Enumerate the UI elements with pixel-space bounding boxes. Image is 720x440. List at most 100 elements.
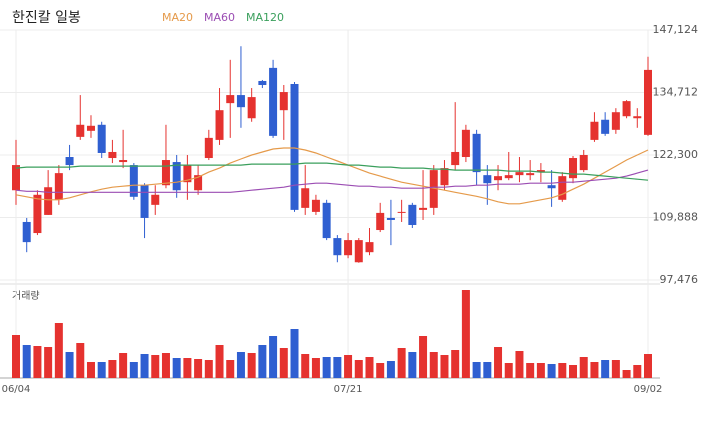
volume-bar bbox=[151, 355, 160, 378]
volume-label: 거래량 bbox=[12, 290, 40, 302]
candle-body bbox=[97, 124, 106, 153]
x-tick-label: 07/21 bbox=[334, 384, 363, 395]
candle-body bbox=[483, 175, 492, 184]
candle-body bbox=[119, 160, 128, 163]
candle-body bbox=[12, 165, 20, 191]
volume-bar bbox=[119, 353, 128, 378]
legend-label: MA20 bbox=[162, 11, 193, 24]
candle-body bbox=[301, 188, 310, 208]
chart-title: 한진칼 일봉 bbox=[12, 10, 81, 26]
volume-bar bbox=[65, 352, 74, 378]
volume-bar bbox=[494, 347, 503, 378]
candle-body bbox=[611, 112, 620, 130]
volume-bar bbox=[526, 363, 535, 378]
volume-bar bbox=[461, 290, 470, 378]
candle-body bbox=[354, 240, 363, 263]
volume-bar bbox=[194, 359, 203, 378]
candle-body bbox=[569, 158, 578, 179]
volume-bar bbox=[54, 323, 63, 378]
y-tick-label: 109,888 bbox=[653, 211, 699, 224]
volume-bar bbox=[247, 353, 256, 378]
candle-body bbox=[494, 176, 503, 181]
volume-bar bbox=[258, 345, 267, 378]
candle-body bbox=[86, 125, 95, 131]
volume-bar bbox=[129, 362, 138, 378]
volume-bar bbox=[76, 343, 85, 378]
volume-bar bbox=[301, 354, 310, 378]
candle-body bbox=[269, 67, 278, 136]
volume-bar bbox=[33, 346, 42, 378]
x-tick-label: 09/02 bbox=[634, 384, 663, 395]
candle-body bbox=[526, 173, 535, 176]
volume-bar bbox=[322, 357, 331, 378]
ma-line bbox=[15, 169, 649, 193]
candle-body bbox=[333, 238, 342, 256]
volume-bar bbox=[365, 357, 374, 378]
candle-body bbox=[515, 172, 524, 176]
candle-body bbox=[547, 185, 556, 189]
volume-bar bbox=[269, 336, 278, 378]
volume-bar bbox=[333, 357, 342, 378]
candle-body bbox=[247, 97, 256, 119]
y-tick-label: 97,476 bbox=[660, 273, 699, 286]
volume-bar bbox=[376, 363, 385, 378]
volume-bar bbox=[451, 350, 460, 378]
ma-line bbox=[15, 162, 649, 181]
volume-bar bbox=[515, 351, 524, 378]
candle-body bbox=[461, 129, 470, 158]
volume-bar bbox=[290, 329, 299, 378]
volume-bar bbox=[601, 360, 610, 378]
volume-bar bbox=[644, 354, 652, 378]
candle-body bbox=[290, 84, 299, 210]
candle-body bbox=[258, 80, 267, 86]
volume-bar bbox=[97, 362, 106, 378]
candle-body bbox=[151, 194, 160, 205]
volume-bar bbox=[429, 352, 438, 378]
volume-bar bbox=[140, 354, 149, 378]
candle-body bbox=[429, 170, 438, 208]
candle-body bbox=[226, 95, 235, 104]
volume-bar bbox=[536, 363, 545, 378]
volume-bar bbox=[483, 362, 492, 378]
candle-body bbox=[161, 160, 170, 186]
volume-bar bbox=[590, 362, 599, 378]
candle-body bbox=[194, 175, 203, 191]
candle-body bbox=[204, 137, 213, 159]
candle-body bbox=[536, 170, 545, 173]
candle-body bbox=[215, 110, 224, 140]
candle-body bbox=[22, 221, 31, 243]
candle-body bbox=[54, 173, 63, 200]
candle-body bbox=[108, 151, 117, 159]
volume-bar bbox=[386, 361, 395, 378]
volume-bar bbox=[472, 362, 481, 378]
ma-line bbox=[15, 147, 649, 205]
candle-body bbox=[440, 168, 449, 186]
candle-body bbox=[579, 155, 588, 171]
candle-body bbox=[601, 119, 610, 134]
volume-bar bbox=[419, 336, 428, 378]
volume-bar bbox=[622, 370, 631, 378]
volume-bar bbox=[440, 355, 449, 378]
candle-body bbox=[419, 207, 428, 210]
volume-bar bbox=[547, 364, 556, 378]
candle-body bbox=[622, 101, 631, 117]
legend-label: MA60 bbox=[204, 11, 235, 24]
volume-bar bbox=[579, 357, 588, 378]
volume-bar bbox=[504, 363, 513, 378]
candle-body bbox=[33, 194, 42, 234]
candle-body bbox=[590, 121, 599, 140]
volume-bar bbox=[172, 358, 181, 378]
candle-body bbox=[183, 165, 192, 183]
volume-bar bbox=[279, 348, 288, 378]
candle-body bbox=[279, 92, 288, 111]
candle-body bbox=[376, 212, 385, 231]
candle-body bbox=[129, 165, 138, 197]
volume-bar bbox=[558, 363, 567, 378]
x-tick-label: 06/04 bbox=[2, 384, 31, 395]
volume-bar bbox=[12, 335, 20, 378]
candle-body bbox=[76, 124, 85, 137]
volume-bar bbox=[108, 360, 117, 378]
candle-body bbox=[397, 211, 406, 213]
volume-bar bbox=[86, 362, 95, 378]
volume-bar bbox=[183, 358, 192, 378]
